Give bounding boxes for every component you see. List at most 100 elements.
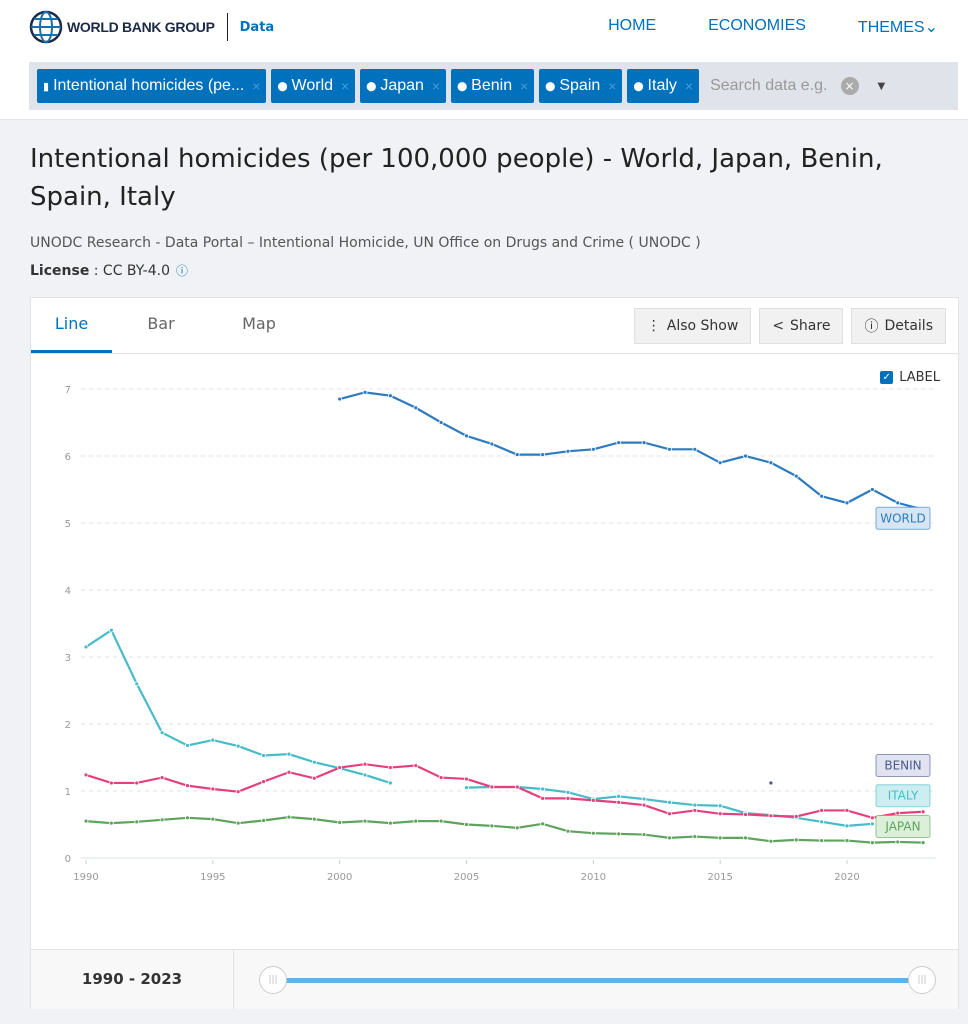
data-point-spain — [768, 813, 774, 819]
nav-economies[interactable]: ECONOMIES — [708, 17, 806, 34]
license-value: : CC BY-4.0 — [89, 263, 170, 279]
license: License : CC BY-4.0 ⓘ — [30, 262, 188, 279]
range-track[interactable] — [273, 978, 923, 983]
filter-chip[interactable]: ⬤ World × — [271, 69, 356, 103]
data-point-japan — [489, 823, 495, 829]
page-title: Intentional homicides (per 100,000 peopl… — [30, 144, 883, 212]
filter-chip[interactable]: ▮ Intentional homicides (pe... × — [37, 69, 267, 103]
share-button[interactable]: < Share — [759, 308, 844, 344]
y-tick-label: 7 — [65, 385, 71, 396]
data-point-world — [514, 452, 520, 458]
data-point-japan — [159, 817, 165, 823]
data-point-spain — [83, 772, 89, 778]
data-point-world — [540, 452, 546, 458]
nav-home[interactable]: HOME — [608, 17, 657, 34]
series-line-spain — [85, 763, 924, 819]
checkbox-checked-icon[interactable]: ✓ — [880, 371, 894, 384]
label-toggle-text: LABEL — [899, 370, 940, 385]
map-pin-icon: ⬤ — [366, 80, 377, 91]
data-point-japan — [362, 818, 368, 824]
data-point-japan — [590, 830, 596, 836]
close-icon[interactable]: × — [341, 78, 350, 94]
data-point-spain — [717, 811, 723, 817]
label-toggle[interactable]: ✓ LABEL — [880, 370, 940, 385]
tab-line[interactable]: Line — [31, 298, 112, 353]
data-point-japan — [768, 838, 774, 844]
data-point-italy — [565, 789, 571, 795]
range-start-handle[interactable]: ||| — [259, 966, 287, 994]
close-icon[interactable]: × — [520, 78, 529, 94]
data-point-japan — [235, 820, 241, 826]
data-point-italy — [108, 627, 114, 633]
details-button[interactable]: ⓘ Details — [851, 308, 946, 344]
data-point-world — [844, 500, 850, 506]
series-line-italy — [85, 628, 391, 785]
also-show-button[interactable]: ⋮ Also Show — [633, 308, 752, 344]
data-point-spain — [489, 784, 495, 790]
x-tick-label: 1990 — [73, 872, 98, 883]
data-point-japan — [514, 825, 520, 831]
data-point-world — [464, 433, 469, 439]
data-point-spain — [793, 814, 799, 819]
filter-chip[interactable]: ⬤ Benin × — [451, 69, 535, 103]
data-point-italy — [692, 802, 698, 808]
range-end-handle[interactable]: ||| — [908, 966, 936, 994]
dropdown-caret-icon[interactable]: ▼ — [877, 80, 886, 92]
data-point-spain — [413, 763, 419, 768]
close-icon[interactable]: × — [608, 78, 617, 94]
y-tick-label: 3 — [65, 653, 71, 664]
data-point-japan — [438, 818, 444, 824]
data-point-japan — [565, 828, 571, 834]
data-point-japan — [413, 818, 419, 824]
data-point-japan — [540, 821, 546, 827]
data-point-spain — [869, 815, 875, 821]
data-point-world — [793, 473, 799, 479]
series-label-box — [875, 784, 931, 808]
data-point-world — [692, 446, 698, 452]
series-line-italy — [466, 785, 873, 827]
close-icon[interactable]: × — [252, 78, 261, 94]
data-point-japan — [869, 840, 875, 845]
data-point-spain — [261, 779, 266, 785]
data-link[interactable]: Data — [239, 19, 275, 35]
details-label: Details — [884, 318, 933, 334]
share-icon: < — [772, 318, 785, 334]
close-icon[interactable]: × — [431, 78, 441, 94]
data-point-japan — [261, 818, 266, 823]
filter-chip-label: Japan — [380, 77, 424, 94]
source-text: UNODC Research - Data Portal – Intention… — [30, 235, 701, 251]
filter-chip-label: Benin — [471, 77, 513, 94]
data-point-japan — [819, 838, 825, 843]
nav-themes[interactable]: THEMES⌄ — [858, 17, 938, 37]
chart-card: Line Bar Map ⋮ Also Show < Share ⓘ Details … — [30, 297, 959, 1009]
clear-icon[interactable]: × — [840, 77, 859, 95]
world-bank-logo[interactable]: WORLD BANK GROUP Data — [29, 10, 274, 44]
close-icon[interactable]: × — [684, 78, 694, 94]
data-point-italy — [261, 753, 266, 758]
data-point-world — [667, 446, 672, 452]
data-point-spain — [692, 808, 698, 813]
filter-chip[interactable]: ⬤ Italy × — [627, 69, 700, 103]
data-point-spain — [210, 786, 216, 792]
data-point-italy — [540, 786, 546, 792]
tab-map[interactable]: Map — [242, 314, 276, 333]
info-icon[interactable]: ⓘ — [175, 264, 188, 278]
data-point-italy — [235, 743, 241, 749]
nav-themes-label: THEMES — [857, 19, 925, 36]
filter-chip[interactable]: ⬤ Japan × — [360, 69, 447, 103]
data-point-italy — [286, 751, 292, 757]
map-pin-icon: ⬤ — [633, 80, 644, 91]
data-point-spain — [641, 802, 647, 808]
data-point-world — [717, 460, 723, 466]
data-point-italy — [311, 759, 317, 765]
filter-chip[interactable]: ⬤ Spain × — [539, 69, 623, 103]
data-point-italy — [869, 821, 875, 827]
map-pin-icon: ⬤ — [277, 80, 288, 91]
data-point-japan — [83, 818, 89, 824]
data-point-world — [489, 441, 495, 447]
brand-name: WORLD BANK GROUP — [67, 19, 215, 35]
x-tick-label: 2010 — [581, 872, 606, 883]
tab-bar[interactable]: Bar — [147, 314, 175, 333]
data-point-japan — [844, 838, 850, 843]
search-input[interactable]: Search data e.g. — [710, 77, 828, 94]
